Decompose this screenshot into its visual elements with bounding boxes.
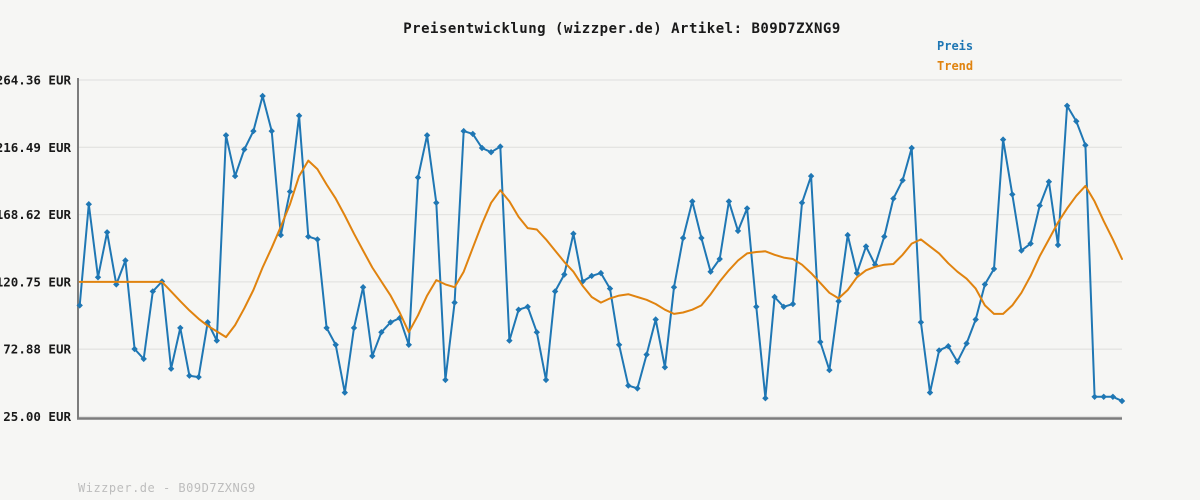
y-tick-label: 168.62 EUR bbox=[0, 207, 71, 222]
preis-markers bbox=[76, 92, 1126, 405]
y-tick-label: 264.36 EUR bbox=[0, 73, 71, 88]
y-tick-label: 216.49 EUR bbox=[0, 140, 71, 155]
preis-line bbox=[78, 95, 1123, 402]
footer-watermark: Wizzper.de - B09D7ZXNG9 bbox=[78, 481, 256, 495]
y-tick-label: 72.88 EUR bbox=[3, 342, 71, 357]
y-tick-label: 120.75 EUR bbox=[0, 274, 71, 289]
page-title: Preisentwicklung (wizzper.de) Artikel: B… bbox=[403, 21, 841, 37]
legend-item-preis: Preis bbox=[937, 39, 974, 53]
chart-legend: Preis Trend bbox=[937, 39, 973, 73]
y-tick-label: 25.00 EUR bbox=[3, 409, 71, 424]
trend-line bbox=[78, 159, 1123, 339]
legend-item-trend: Trend bbox=[937, 59, 974, 73]
